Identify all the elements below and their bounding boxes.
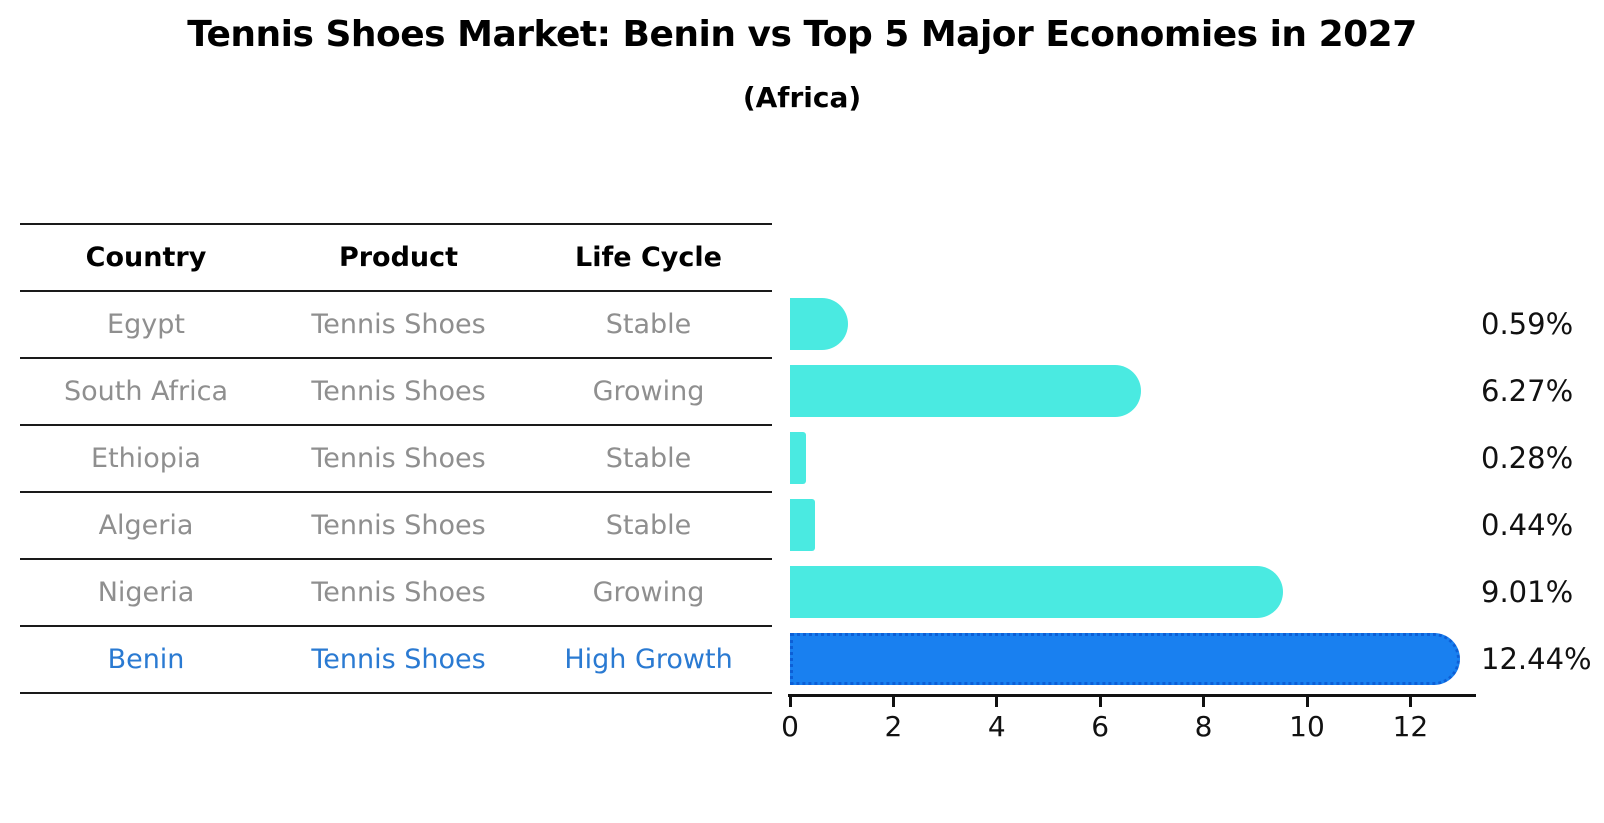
chart-title: Tennis Shoes Market: Benin vs Top 5 Majo… <box>187 14 1417 55</box>
value-label-egypt: 0.59% <box>1481 306 1574 341</box>
bar-egypt <box>790 297 848 350</box>
bar-benin <box>790 632 1461 685</box>
cell-product: Tennis Shoes <box>311 577 486 608</box>
cell-life-cycle: Stable <box>605 309 692 340</box>
bar-nigeria <box>790 565 1283 618</box>
cell-country: Algeria <box>98 510 194 541</box>
chart-subtitle: (Africa) <box>742 81 862 114</box>
x-tick-mark-6 <box>1098 697 1102 707</box>
cell-product: Tennis Shoes <box>311 376 486 407</box>
x-tick-mark-12 <box>1408 697 1412 707</box>
x-tick-label-2: 2 <box>884 710 903 743</box>
column-header-country: Country <box>85 242 207 273</box>
table-row-south-africa: South Africa Tennis Shoes Growing <box>20 357 772 424</box>
column-header-life-cycle: Life Cycle <box>575 242 722 273</box>
x-tick-mark-4 <box>995 697 999 707</box>
cell-product: Tennis Shoes <box>311 644 486 675</box>
cell-product: Tennis Shoes <box>311 510 486 541</box>
bar-algeria <box>790 498 815 551</box>
bar-ethiopia <box>790 431 807 484</box>
cell-country: Egypt <box>107 309 185 340</box>
x-tick-label-8: 8 <box>1194 710 1213 743</box>
table-row-benin: Benin Tennis Shoes High Growth <box>20 625 772 692</box>
value-label-south-africa: 6.27% <box>1481 373 1574 408</box>
cell-life-cycle: Growing <box>592 376 705 407</box>
table-row-nigeria: Nigeria Tennis Shoes Growing <box>20 558 772 625</box>
x-tick-label-10: 10 <box>1289 710 1325 743</box>
x-tick-mark-2 <box>891 697 895 707</box>
country-table: Country Product Life Cycle Egypt Tennis S… <box>20 223 772 694</box>
cell-country: South Africa <box>63 376 229 407</box>
x-tick-mark-8 <box>1202 697 1206 707</box>
x-tick-label-4: 4 <box>987 710 1006 743</box>
x-tick-label-0: 0 <box>781 710 799 743</box>
bar-south-africa <box>790 364 1142 417</box>
x-tick-label-6: 6 <box>1091 710 1110 743</box>
cell-country: Nigeria <box>97 577 195 608</box>
x-tick-label-12: 12 <box>1392 710 1429 743</box>
cell-life-cycle: Stable <box>605 443 692 474</box>
cell-country: Ethiopia <box>91 443 201 474</box>
value-label-benin: 12.44% <box>1481 641 1592 676</box>
cell-life-cycle: High Growth <box>564 644 733 675</box>
cell-country: Benin <box>107 644 185 675</box>
table-header-row: Country Product Life Cycle <box>20 223 772 290</box>
x-tick-mark-10 <box>1305 697 1309 707</box>
column-header-product: Product <box>338 242 459 273</box>
value-label-algeria: 0.44% <box>1481 507 1574 542</box>
value-label-nigeria: 9.01% <box>1481 574 1574 609</box>
cell-product: Tennis Shoes <box>311 443 486 474</box>
table-row-egypt: Egypt Tennis Shoes Stable <box>20 290 772 357</box>
table-row-ethiopia: Ethiopia Tennis Shoes Stable <box>20 424 772 491</box>
cell-life-cycle: Growing <box>592 577 705 608</box>
table-row-algeria: Algeria Tennis Shoes Stable <box>20 491 772 558</box>
x-tick-mark-0 <box>788 697 792 707</box>
value-label-ethiopia: 0.28% <box>1481 440 1574 475</box>
cell-life-cycle: Stable <box>605 510 692 541</box>
x-axis-spine <box>788 694 1476 697</box>
cell-product: Tennis Shoes <box>311 309 486 340</box>
